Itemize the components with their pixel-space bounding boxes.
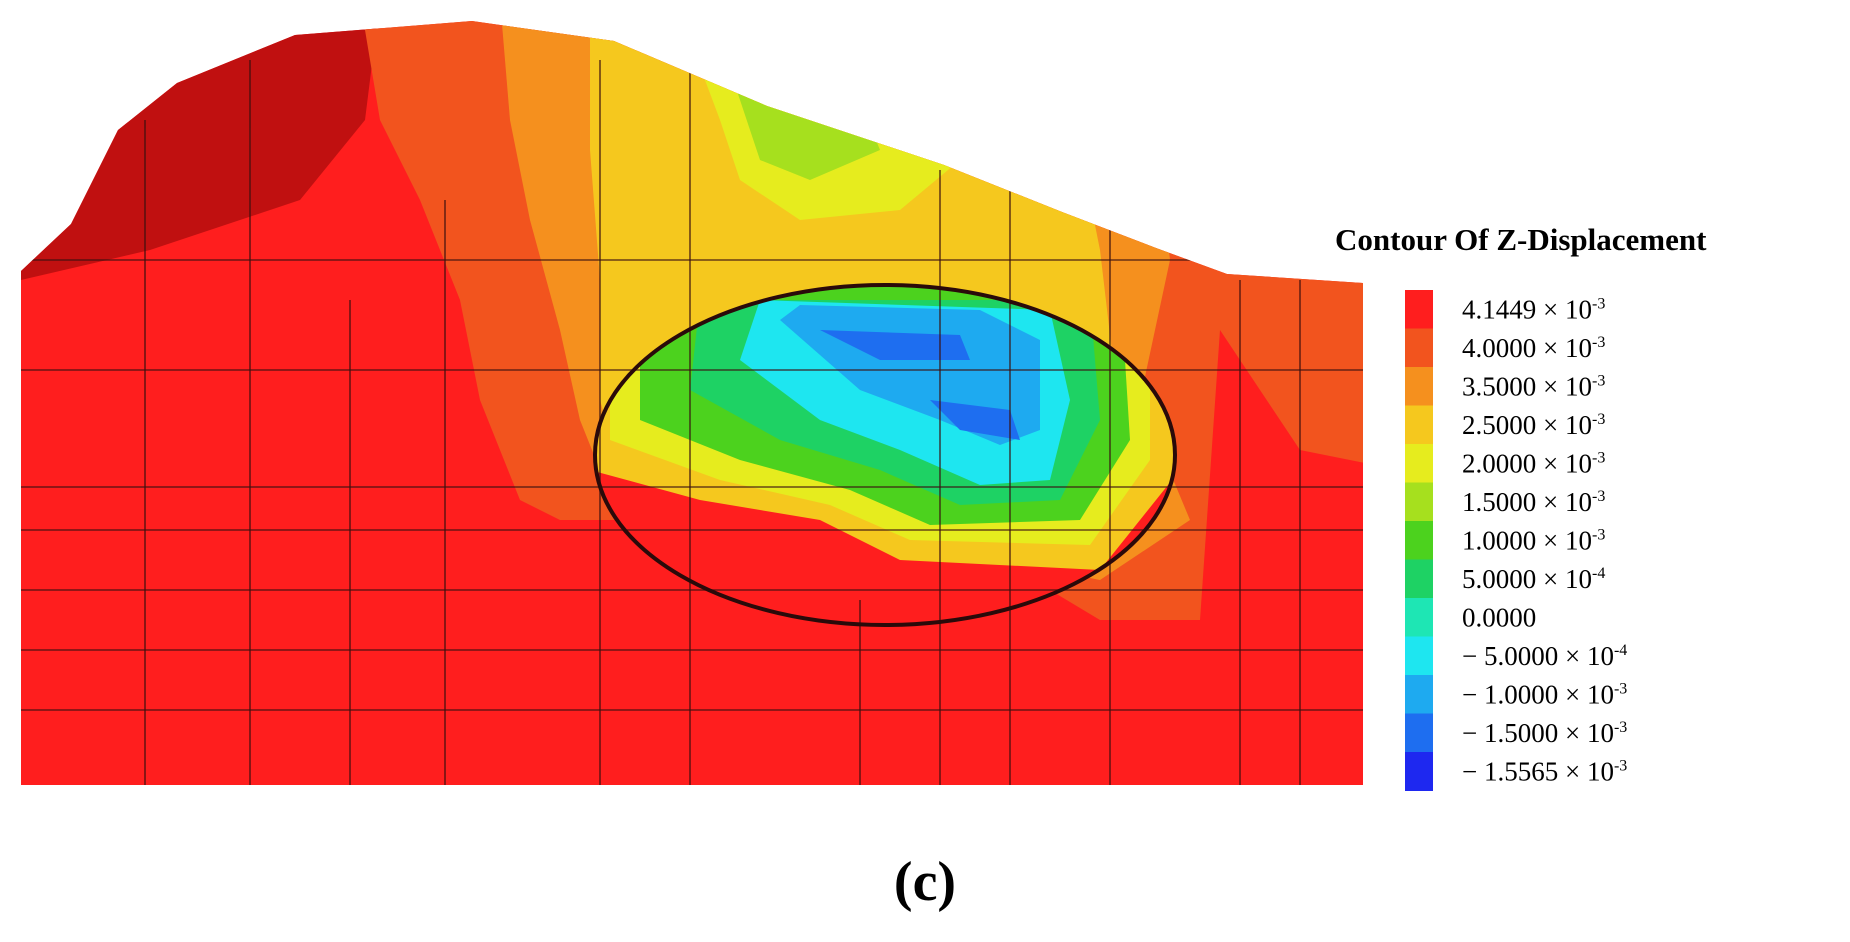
legend-swatch [1405, 328, 1433, 368]
legend-label: 3.5000 × 10-3 [1462, 371, 1605, 401]
legend-label: 2.0000 × 10-3 [1462, 448, 1605, 478]
legend-exponent: -3 [1592, 526, 1605, 543]
legend-value: 1.0000 × 10 [1462, 525, 1592, 555]
legend-label: 4.1449 × 10-3 [1462, 294, 1605, 324]
legend-value: − 5.0000 × 10 [1462, 641, 1614, 671]
legend-swatch [1405, 675, 1433, 714]
legend-title: Contour Of Z-Displacement [1335, 222, 1707, 257]
legend-exponent: -3 [1592, 295, 1605, 312]
legend-label: 1.5000 × 10-3 [1462, 487, 1605, 517]
legend-value: − 1.0000 × 10 [1462, 679, 1614, 709]
legend-swatch [1405, 444, 1433, 483]
legend-swatch [1405, 559, 1433, 599]
legend-value: 1.5000 × 10 [1462, 487, 1592, 517]
legend-label: 0.0000 [1462, 602, 1536, 632]
legend-swatch [1405, 482, 1433, 522]
legend-exponent: -3 [1592, 372, 1605, 389]
legend-exponent: -3 [1614, 719, 1627, 736]
legend-value: 4.0000 × 10 [1462, 333, 1592, 363]
legend-label: 1.0000 × 10-3 [1462, 525, 1605, 555]
legend-swatch [1405, 405, 1433, 445]
caption: (c) [894, 851, 956, 913]
legend-exponent: -3 [1592, 411, 1605, 428]
legend-exponent: -3 [1614, 757, 1627, 774]
legend-value: 4.1449 × 10 [1462, 294, 1592, 324]
legend-label: − 1.0000 × 10-3 [1462, 679, 1627, 709]
legend-exponent: -3 [1614, 680, 1627, 697]
legend-exponent: -3 [1592, 488, 1605, 505]
legend-value: 0.0000 [1462, 602, 1536, 632]
legend-label: − 1.5000 × 10-3 [1462, 718, 1627, 748]
legend: 4.1449 × 10-34.0000 × 10-33.5000 × 10-32… [1405, 290, 1627, 791]
mesh-lines [21, 50, 1363, 785]
legend-label: − 1.5565 × 10-3 [1462, 756, 1627, 786]
legend-value: 5.0000 × 10 [1462, 564, 1592, 594]
legend-label: 2.5000 × 10-3 [1462, 410, 1605, 440]
legend-swatch [1405, 598, 1433, 637]
legend-swatch [1405, 636, 1433, 676]
legend-label: 5.0000 × 10-4 [1462, 564, 1605, 594]
contour-plot [21, 21, 1363, 785]
legend-exponent: -4 [1592, 565, 1605, 582]
legend-value: − 1.5565 × 10 [1462, 756, 1614, 786]
legend-swatch [1405, 521, 1433, 560]
legend-swatch [1405, 713, 1433, 753]
legend-swatch [1405, 367, 1433, 406]
legend-label: 4.0000 × 10-3 [1462, 333, 1605, 363]
legend-swatch [1405, 752, 1433, 791]
legend-value: − 1.5000 × 10 [1462, 718, 1614, 748]
legend-value: 3.5000 × 10 [1462, 371, 1592, 401]
legend-value: 2.0000 × 10 [1462, 448, 1592, 478]
legend-value: 2.5000 × 10 [1462, 410, 1592, 440]
legend-swatch [1405, 290, 1433, 329]
legend-exponent: -4 [1614, 642, 1627, 659]
legend-exponent: -3 [1592, 449, 1605, 466]
legend-exponent: -3 [1592, 334, 1605, 351]
legend-label: − 5.0000 × 10-4 [1462, 641, 1627, 671]
